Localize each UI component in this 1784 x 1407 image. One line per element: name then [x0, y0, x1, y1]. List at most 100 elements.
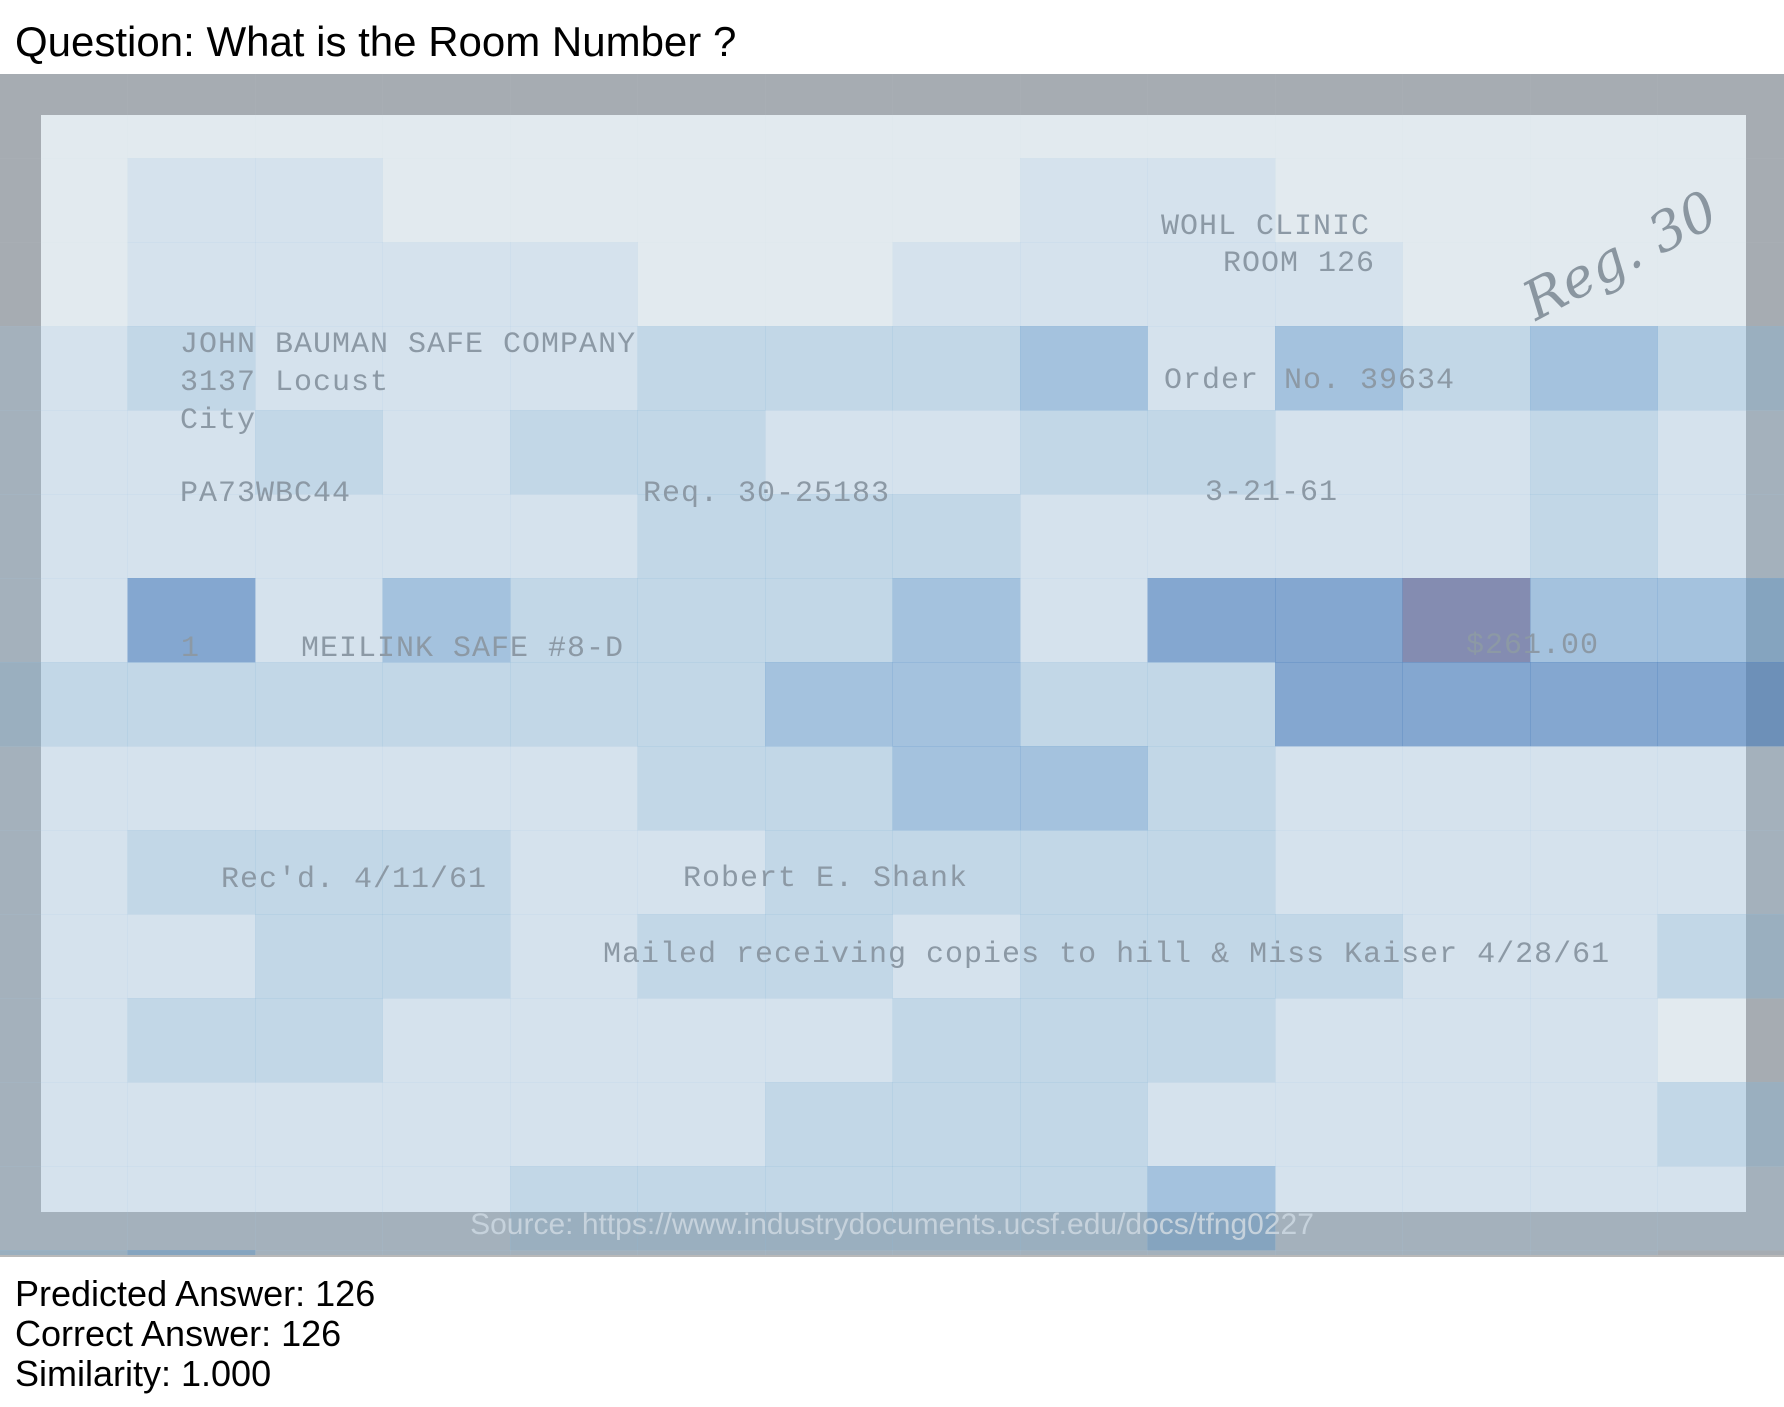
- heatmap-cell: [1657, 914, 1784, 999]
- heatmap-cell: [1530, 578, 1658, 663]
- heatmap-cell: [0, 746, 128, 831]
- heatmap-cell: [1530, 326, 1658, 411]
- heatmap-cell: [1275, 242, 1403, 327]
- heatmap-cell: [765, 1166, 893, 1251]
- heatmap-cell: [255, 662, 383, 747]
- heatmap-cell: [255, 242, 383, 327]
- order-date: 3-21-61: [1205, 476, 1339, 510]
- heatmap-cell: [892, 998, 1021, 1083]
- heatmap-cell: [1657, 662, 1784, 747]
- heatmap-cell: [1275, 1250, 1403, 1255]
- heatmap-cell: [892, 494, 1021, 579]
- heatmap-cell: [1147, 746, 1276, 831]
- heatmap-cell: [255, 158, 383, 243]
- heatmap-cell: [1275, 998, 1403, 1083]
- heatmap-cell: [127, 830, 256, 915]
- heatmap-cell: [892, 326, 1021, 411]
- heatmap-cell: [0, 830, 128, 915]
- requisition-number: Req. 30-25183: [643, 477, 891, 511]
- heatmap-cell: [765, 242, 893, 327]
- signer-name: Robert E. Shank: [683, 862, 969, 896]
- heatmap-cell: [0, 998, 128, 1083]
- heatmap-cell: [1275, 746, 1403, 831]
- heatmap-cell: [765, 158, 893, 243]
- heatmap-cell: [637, 1082, 766, 1167]
- heatmap-cell: [892, 1082, 1021, 1167]
- heatmap-cell: [0, 1082, 128, 1167]
- heatmap-cell: [892, 746, 1021, 831]
- heatmap-cell: [1657, 830, 1784, 915]
- heatmap-cell: [255, 746, 383, 831]
- mailed-note: Mailed receiving copies to hill & Miss K…: [603, 938, 1611, 972]
- heatmap-cell: [637, 914, 766, 999]
- heatmap-cell: [1657, 410, 1784, 495]
- heatmap-cell: [1657, 1166, 1784, 1251]
- heatmap-cell: [127, 410, 256, 495]
- heatmap-cell: [1147, 998, 1276, 1083]
- heatmap-cell: [1530, 830, 1658, 915]
- heatmap-cell: [765, 746, 893, 831]
- item-quantity: 1: [181, 632, 201, 666]
- heatmap-cell: [1402, 242, 1531, 327]
- heatmap-cell: [637, 1166, 766, 1251]
- heatmap-cell: [1020, 326, 1148, 411]
- heatmap-cell: [1275, 578, 1403, 663]
- heatmap-cell: [510, 662, 638, 747]
- heatmap-cell: [1402, 914, 1531, 999]
- heatmap-cell: [0, 410, 128, 495]
- heatmap-cell: [1657, 746, 1784, 831]
- heatmap-cell: [1402, 1250, 1531, 1255]
- heatmap-cell: [1147, 74, 1276, 159]
- heatmap-cell: [892, 74, 1021, 159]
- heatmap-cell: [0, 494, 128, 579]
- heatmap-cell: [1020, 494, 1148, 579]
- heatmap-cell: [1147, 410, 1276, 495]
- heatmap-cell: [765, 1250, 893, 1255]
- heatmap-cell: [1402, 410, 1531, 495]
- heatmap-cell: [765, 662, 893, 747]
- heatmap-cell: [1020, 662, 1148, 747]
- heatmap-cell: [0, 74, 128, 159]
- heatmap-cell: [1020, 1166, 1148, 1251]
- heatmap-cell: [1020, 1250, 1148, 1255]
- heatmap-cell: [1020, 830, 1148, 915]
- heatmap-cell: [382, 494, 511, 579]
- item-description: MEILINK SAFE #8-D: [301, 632, 625, 666]
- heatmap-cell: [1147, 242, 1276, 327]
- heatmap-cell: [510, 494, 638, 579]
- heatmap-cell: [1275, 326, 1403, 411]
- heatmap-cell: [127, 326, 256, 411]
- heatmap-cell: [510, 998, 638, 1083]
- heatmap-cell: [1147, 662, 1276, 747]
- heatmap-cell: [1402, 746, 1531, 831]
- heatmap-cell: [0, 662, 128, 747]
- heatmap-cell: [1402, 74, 1531, 159]
- heatmap-cell: [127, 74, 256, 159]
- heatmap-cell: [255, 830, 383, 915]
- heatmap-cell: [0, 578, 128, 663]
- heatmap-cell: [1530, 1082, 1658, 1167]
- heatmap-cell: [1657, 494, 1784, 579]
- heatmap-cell: [382, 1166, 511, 1251]
- heatmap-cell: [1402, 158, 1531, 243]
- heatmap-cell: [1402, 662, 1531, 747]
- heatmap-cell: [510, 578, 638, 663]
- heatmap-cell: [0, 326, 128, 411]
- heatmap-cell: [892, 1166, 1021, 1251]
- heatmap-cell: [382, 1082, 511, 1167]
- heatmap-cell: [510, 410, 638, 495]
- heatmap-cell: [765, 914, 893, 999]
- heatmap-cell: [1402, 998, 1531, 1083]
- heatmap-cell: [382, 326, 511, 411]
- heatmap-cell: [1020, 74, 1148, 159]
- heatmap-cell: [127, 242, 256, 327]
- account-code: PA73WBC44: [180, 477, 352, 511]
- heatmap-cell: [510, 1250, 638, 1255]
- heatmap-cell: [765, 1082, 893, 1167]
- heatmap-cell: [637, 74, 766, 159]
- heatmap-cell: [1530, 494, 1658, 579]
- heatmap-cell: [255, 998, 383, 1083]
- heatmap-cell: [382, 1250, 511, 1255]
- heatmap-cell: [382, 410, 511, 495]
- heatmap-cell: [765, 326, 893, 411]
